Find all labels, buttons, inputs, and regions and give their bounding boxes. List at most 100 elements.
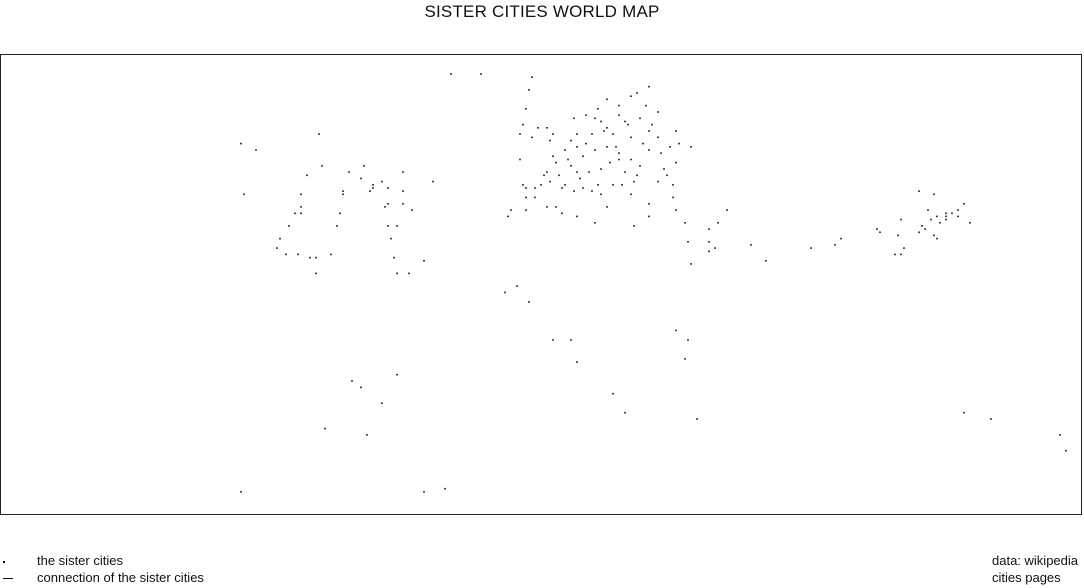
city-point xyxy=(750,244,752,246)
city-point xyxy=(372,187,374,189)
city-point xyxy=(624,171,626,173)
city-point xyxy=(597,108,599,110)
city-point xyxy=(522,184,524,186)
city-point xyxy=(924,228,926,230)
city-point xyxy=(360,386,362,389)
city-point xyxy=(708,250,710,253)
city-point xyxy=(765,260,767,262)
city-point xyxy=(285,253,287,256)
city-point xyxy=(918,190,920,192)
city-point xyxy=(600,120,602,123)
city-point xyxy=(570,139,572,142)
city-point xyxy=(624,411,626,414)
city-point xyxy=(381,180,383,183)
city-point xyxy=(606,127,608,129)
city-point xyxy=(444,487,446,490)
city-point xyxy=(627,123,629,126)
city-point xyxy=(609,161,611,164)
city-point xyxy=(342,193,344,196)
city-point xyxy=(591,190,593,192)
city-point xyxy=(606,146,608,148)
city-point xyxy=(525,187,527,189)
city-point xyxy=(402,171,404,173)
city-point xyxy=(618,158,620,161)
city-point xyxy=(423,260,425,262)
city-point xyxy=(576,361,578,363)
city-point xyxy=(387,187,389,189)
city-point xyxy=(594,117,596,120)
city-point xyxy=(300,206,302,208)
city-point xyxy=(528,301,530,303)
city-point xyxy=(639,117,641,120)
city-point xyxy=(306,174,308,177)
city-point xyxy=(393,256,395,259)
city-point xyxy=(534,187,536,189)
city-point xyxy=(240,491,242,493)
city-point xyxy=(297,253,299,256)
source-line-2: cities pages xyxy=(992,570,1061,585)
city-point xyxy=(624,120,626,123)
map-title: SISTER CITIES WORLD MAP xyxy=(424,2,660,21)
city-point xyxy=(648,203,650,205)
city-point xyxy=(552,339,554,341)
city-point xyxy=(612,392,614,395)
city-point xyxy=(309,256,311,259)
city-point xyxy=(963,411,965,414)
legend-label-connections: connection of the sister cities xyxy=(37,570,204,585)
city-point xyxy=(576,146,578,148)
city-point xyxy=(390,237,392,240)
city-point xyxy=(696,418,698,420)
city-point xyxy=(294,212,296,215)
city-point xyxy=(621,184,623,186)
city-point xyxy=(591,133,593,135)
city-point xyxy=(969,222,971,224)
city-point xyxy=(615,146,617,148)
city-point xyxy=(546,127,548,129)
city-point xyxy=(633,180,635,183)
city-point xyxy=(531,76,533,78)
city-point xyxy=(318,133,320,135)
city-point xyxy=(633,225,635,227)
city-point xyxy=(630,136,632,139)
city-point xyxy=(510,209,512,211)
city-point xyxy=(927,209,929,211)
city-point xyxy=(726,209,728,211)
map-frame xyxy=(0,54,1082,515)
city-point xyxy=(918,231,920,234)
city-point xyxy=(642,142,644,145)
city-point xyxy=(525,108,527,110)
city-point xyxy=(648,215,650,218)
city-point xyxy=(657,180,659,183)
city-point xyxy=(450,73,452,75)
city-point xyxy=(951,212,953,215)
city-point xyxy=(585,142,587,145)
city-point xyxy=(519,133,521,135)
city-point xyxy=(243,193,245,196)
city-point xyxy=(708,228,710,230)
city-point xyxy=(411,209,413,211)
city-point xyxy=(402,190,404,192)
city-point xyxy=(555,206,557,208)
city-point xyxy=(564,149,566,151)
city-point xyxy=(630,95,632,97)
city-point xyxy=(552,155,554,158)
city-point xyxy=(579,177,581,180)
city-point xyxy=(321,165,323,167)
city-point xyxy=(573,190,575,192)
city-point xyxy=(351,380,353,382)
city-point xyxy=(567,158,569,161)
legend-label-cities: the sister cities xyxy=(37,553,123,568)
city-point xyxy=(678,142,680,145)
city-point xyxy=(255,149,257,151)
city-point xyxy=(300,212,302,215)
city-point xyxy=(600,168,602,170)
city-point xyxy=(660,152,662,154)
city-point xyxy=(372,184,374,186)
city-point xyxy=(402,203,404,205)
city-point xyxy=(687,241,689,243)
city-point xyxy=(561,187,563,189)
city-point xyxy=(900,218,902,221)
city-point xyxy=(387,203,389,205)
city-point xyxy=(528,89,530,91)
city-point xyxy=(1065,449,1067,452)
